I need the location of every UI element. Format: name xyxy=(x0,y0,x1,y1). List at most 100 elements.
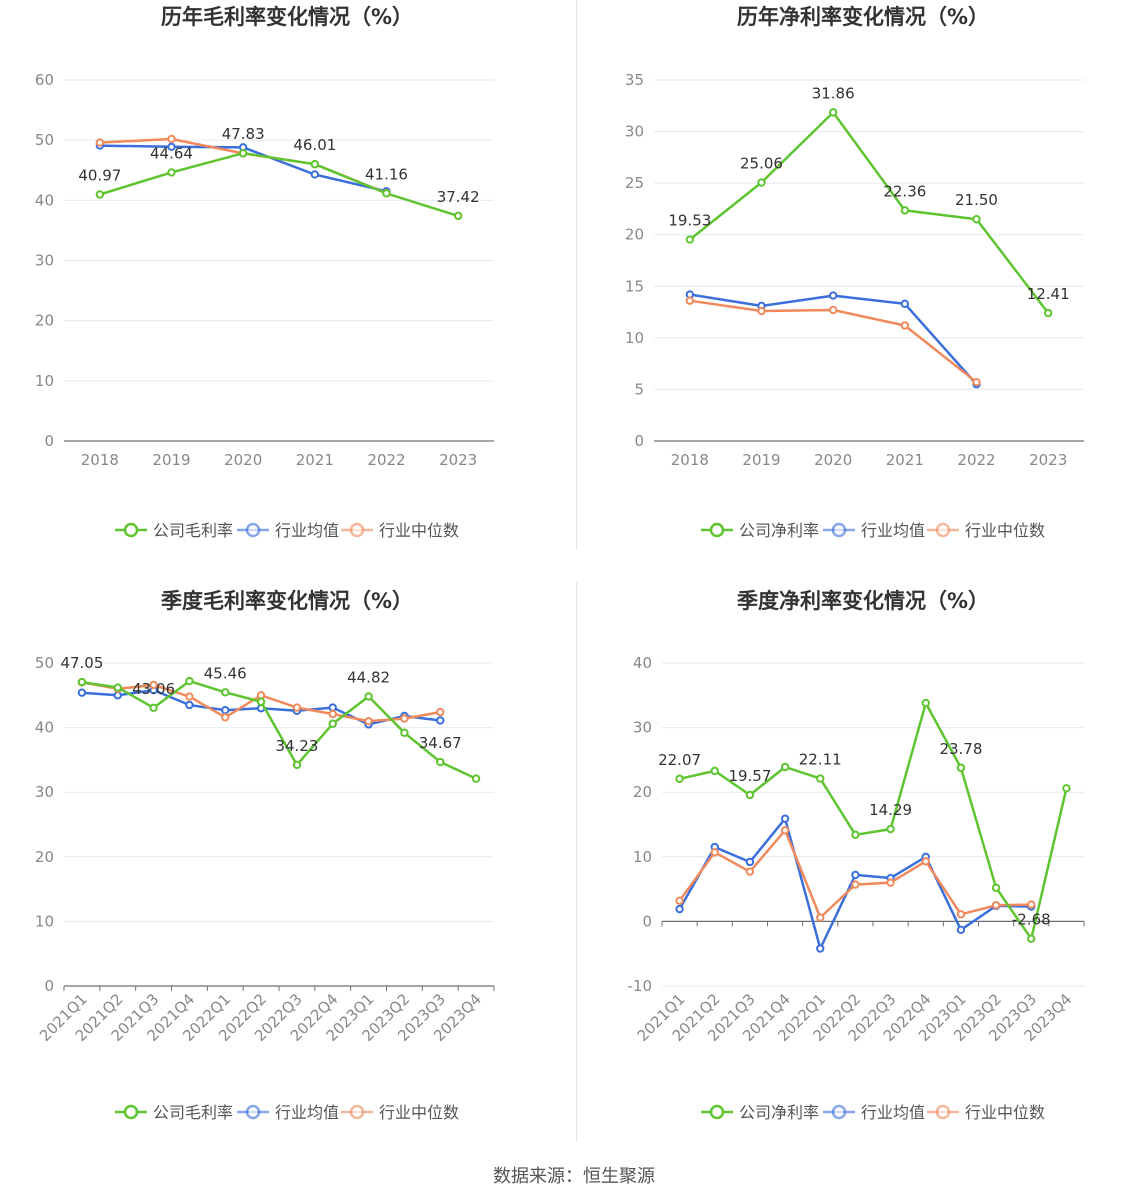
quarterly-net-margin-chart: 季度净利率变化情况（%）-100102030402021Q12021Q22021… xyxy=(628,589,1085,1122)
y-tick-label: 50 xyxy=(35,654,54,672)
y-tick-label: 0 xyxy=(642,912,652,930)
data-label: 22.07 xyxy=(658,751,701,769)
data-point-company xyxy=(310,159,320,169)
x-tick-label: 2022 xyxy=(367,451,405,469)
data-point-industry_median xyxy=(972,378,981,387)
data-point-company xyxy=(292,760,302,770)
data-point-company xyxy=(471,774,481,783)
data-point-company xyxy=(710,766,719,776)
data-label: 41.16 xyxy=(365,165,408,183)
legend-item-industry_median: 行业中位数 xyxy=(927,521,1045,540)
data-label: 12.41 xyxy=(1027,285,1070,303)
data-point-industry_avg xyxy=(745,857,755,867)
legend-marker xyxy=(935,522,951,538)
legend-item-industry_median: 行业中位数 xyxy=(927,1103,1045,1122)
legend-label: 公司毛利率 xyxy=(153,1103,233,1122)
data-point-company xyxy=(757,178,766,187)
data-label: 44.82 xyxy=(347,668,390,686)
y-tick-label: 30 xyxy=(625,123,644,141)
x-tick-label: 2021 xyxy=(296,451,334,469)
data-label: 22.11 xyxy=(799,751,842,769)
legend-marker xyxy=(935,1104,951,1120)
legend-label: 公司净利率 xyxy=(739,521,819,540)
legend-item-industry_avg: 行业均值 xyxy=(823,1103,925,1122)
legend-marker xyxy=(831,522,847,538)
legend-label: 行业中位数 xyxy=(965,521,1045,540)
data-point-industry_median xyxy=(886,878,895,887)
data-point-company xyxy=(675,774,684,784)
data-label: 14.29 xyxy=(869,801,912,819)
data-point-industry_avg xyxy=(828,291,838,300)
data-point-industry_avg xyxy=(851,870,860,880)
chart-title: 历年净利率变化情况（%） xyxy=(737,5,989,29)
y-tick-label: 40 xyxy=(35,719,54,737)
data-point-industry_avg xyxy=(956,925,966,934)
data-point-industry_median xyxy=(710,848,719,857)
x-tick-label: 2018 xyxy=(671,451,709,469)
data-label: 46.01 xyxy=(293,136,336,154)
legend-marker xyxy=(123,522,139,538)
vertical-divider-top xyxy=(576,0,577,550)
x-tick-label: 2020 xyxy=(224,451,262,469)
data-point-industry_median xyxy=(256,691,266,700)
data-point-industry_median xyxy=(828,305,838,315)
data-point-company xyxy=(256,697,266,706)
y-tick-label: 20 xyxy=(35,312,54,330)
data-point-company xyxy=(364,692,373,701)
y-tick-label: 0 xyxy=(634,432,644,450)
chart-title: 历年毛利率变化情况（%） xyxy=(161,5,413,29)
data-point-industry_median xyxy=(816,913,825,922)
y-tick-label: 10 xyxy=(35,372,54,390)
series-line-company xyxy=(679,701,1068,940)
data-label: 44.64 xyxy=(150,144,193,162)
data-point-industry_median xyxy=(328,709,337,719)
data-label: 43.06 xyxy=(132,680,175,698)
legend-item-company: 公司净利率 xyxy=(701,521,819,540)
data-point-company xyxy=(1027,934,1036,943)
series-line-company xyxy=(99,151,459,218)
x-tick-label: 2019 xyxy=(152,451,190,469)
data-point-industry_avg xyxy=(185,700,194,710)
legend-item-industry_avg: 行业均值 xyxy=(237,521,339,540)
y-tick-label: 0 xyxy=(44,432,54,450)
y-tick-label: 15 xyxy=(625,277,644,295)
data-point-industry_avg xyxy=(780,814,790,823)
y-tick-label: 10 xyxy=(633,848,652,866)
data-point-company xyxy=(149,703,158,713)
legend-item-industry_avg: 行业均值 xyxy=(237,1103,339,1122)
legend-item-industry_median: 行业中位数 xyxy=(341,1103,459,1122)
data-point-industry_median xyxy=(149,680,158,690)
data-point-industry_avg xyxy=(328,703,337,712)
legend-marker xyxy=(245,1104,261,1120)
y-tick-label: 25 xyxy=(625,174,644,192)
data-point-industry_avg xyxy=(900,299,910,309)
legend: 公司毛利率 行业均值 行业中位数 xyxy=(115,521,459,540)
legend-marker xyxy=(709,1104,725,1120)
data-point-company xyxy=(828,108,838,117)
data-point-industry_median xyxy=(95,138,105,147)
data-label: 19.57 xyxy=(728,767,771,785)
data-point-company xyxy=(921,698,930,708)
data-point-company xyxy=(1062,784,1071,793)
legend-item-company: 公司毛利率 xyxy=(115,521,233,540)
legend-marker xyxy=(349,1104,365,1120)
annual-gross-margin-chart: 历年毛利率变化情况（%） 0 10 20 30 40 50 60 2018 2019 2020 202… xyxy=(35,5,494,540)
data-point-company xyxy=(745,790,755,800)
data-label: 47.05 xyxy=(60,654,103,672)
vertical-divider-bottom xyxy=(576,582,577,1142)
y-tick-label: 50 xyxy=(35,131,54,149)
data-point-company xyxy=(77,677,87,687)
y-tick-label: 40 xyxy=(633,654,652,672)
data-label: 45.46 xyxy=(204,664,247,682)
legend-marker xyxy=(123,1104,139,1120)
y-tick-label: 20 xyxy=(633,783,652,801)
legend-marker xyxy=(831,1104,847,1120)
data-point-company xyxy=(185,676,194,686)
data-label: 37.42 xyxy=(437,188,480,206)
y-tick-label: 40 xyxy=(35,191,54,209)
legend-item-company: 公司净利率 xyxy=(701,1103,819,1122)
legend-item-industry_median: 行业中位数 xyxy=(341,521,459,540)
chart-title: 季度净利率变化情况（%） xyxy=(737,589,989,613)
x-tick-label: 2023 xyxy=(439,451,477,469)
data-point-company xyxy=(382,189,391,198)
